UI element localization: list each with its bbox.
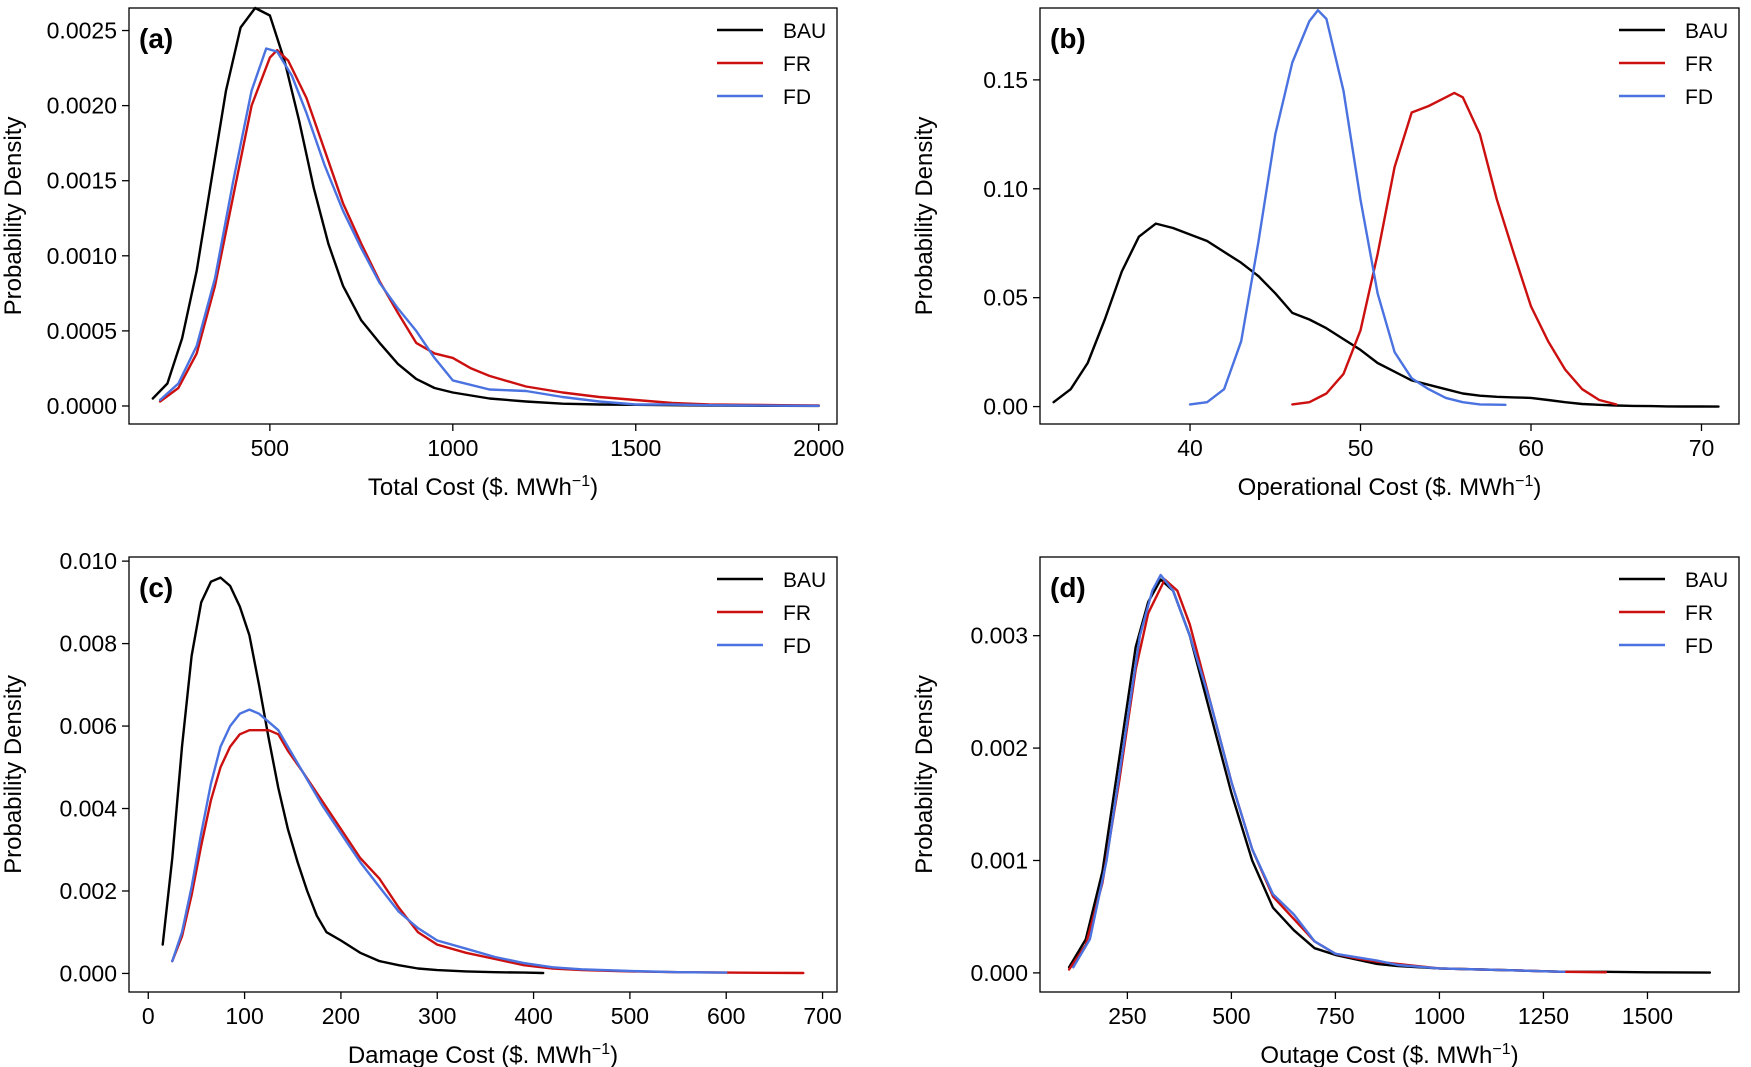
x-tick-label: 1000 — [427, 435, 478, 461]
series-line-fr — [1291, 91, 1618, 406]
y-axis-label: Probability Density — [0, 675, 27, 874]
x-tick-label: 250 — [1108, 1003, 1146, 1029]
plot-frame — [128, 7, 838, 425]
x-tick-label: 70 — [1689, 435, 1715, 461]
chart-panel-d: 250 500 750 1000 1250 1500 0.000 0.001 0.002 0.00… — [911, 556, 1740, 1067]
y-tick-label: 0.000 — [970, 960, 1028, 986]
x-axis-label: Operational Cost ($. MWh−1) — [1238, 473, 1542, 501]
y-tick-label: 0.0020 — [47, 93, 117, 119]
legend-label-fr: FR — [783, 602, 811, 625]
series-line-fr — [1067, 578, 1608, 974]
panel-label: (a) — [139, 23, 173, 54]
y-tick-label: 0.0015 — [47, 168, 117, 194]
series-line-fr — [171, 729, 805, 975]
panel-label: (d) — [1050, 572, 1086, 603]
y-tick-label: 0.0005 — [47, 318, 117, 344]
series-line-bau — [161, 576, 545, 975]
x-tick-label: 1500 — [1622, 1003, 1673, 1029]
x-tick-label: 0 — [142, 1003, 155, 1029]
series-line-bau — [1067, 578, 1712, 974]
plot-frame — [1039, 556, 1740, 993]
x-tick-label: 1500 — [610, 435, 661, 461]
x-tick-label: 700 — [803, 1003, 841, 1029]
x-tick-label: 60 — [1518, 435, 1544, 461]
legend-label-fd: FD — [1685, 86, 1713, 109]
plot-frame — [1039, 7, 1740, 425]
y-tick-label: 0.15 — [983, 67, 1028, 93]
y-tick-label: 0.004 — [59, 796, 117, 822]
y-axis-label: Probability Density — [911, 117, 938, 316]
x-tick-label: 600 — [707, 1003, 745, 1029]
y-tick-label: 0.0000 — [47, 393, 117, 419]
x-axis-label: Total Cost ($. MWh−1) — [368, 473, 598, 501]
y-tick-label: 0.00 — [983, 394, 1028, 420]
chart-panel-b: 40 50 60 70 0.00 0.05 0.10 0.15 Operational Cost… — [911, 7, 1740, 501]
series-line-bau — [1052, 222, 1720, 408]
y-tick-label: 0.10 — [983, 176, 1028, 202]
series-line-bau — [151, 6, 820, 408]
x-tick-label: 750 — [1316, 1003, 1354, 1029]
legend-label-bau: BAU — [1685, 569, 1728, 592]
x-tick-label: 500 — [1212, 1003, 1250, 1029]
y-tick-label: 0.05 — [983, 285, 1028, 311]
plot-frame — [128, 556, 838, 993]
series-line-fd — [171, 708, 728, 974]
y-axis-label: Probability Density — [911, 675, 938, 874]
legend-label-bau: BAU — [783, 569, 826, 592]
legend-label-fd: FD — [783, 86, 811, 109]
y-axis-label: Probability Density — [0, 117, 27, 316]
legend-label-fr: FR — [1685, 602, 1713, 625]
y-tick-label: 0.0025 — [47, 18, 117, 44]
y-tick-label: 0.002 — [970, 735, 1028, 761]
x-tick-label: 300 — [418, 1003, 456, 1029]
y-tick-label: 0.0010 — [47, 243, 117, 269]
series-line-fd — [1188, 9, 1507, 406]
x-tick-label: 400 — [514, 1003, 552, 1029]
y-tick-label: 0.006 — [59, 713, 117, 739]
x-tick-label: 2000 — [793, 435, 844, 461]
y-tick-label: 0.000 — [59, 960, 117, 986]
y-tick-label: 0.003 — [970, 623, 1028, 649]
y-tick-label: 0.001 — [970, 847, 1028, 873]
legend-label-fd: FD — [783, 635, 811, 658]
x-axis-label: Outage Cost ($. MWh−1) — [1260, 1041, 1518, 1067]
legend-label-fd: FD — [1685, 635, 1713, 658]
x-tick-label: 1250 — [1518, 1003, 1569, 1029]
series-line-fr — [158, 48, 820, 407]
y-tick-label: 0.010 — [59, 548, 117, 574]
x-tick-label: 40 — [1177, 435, 1203, 461]
legend-label-fr: FR — [783, 53, 811, 76]
series-line-fd — [1072, 573, 1566, 973]
chart-panel-a: 500 1000 1500 2000 0.0000 0.0005 0.0010 0.0015 0… — [0, 6, 844, 501]
x-tick-label: 1000 — [1414, 1003, 1465, 1029]
legend-label-bau: BAU — [783, 20, 826, 43]
x-tick-label: 200 — [322, 1003, 360, 1029]
panel-label: (c) — [139, 572, 173, 603]
chart-panel-c: 0 100 200 300 400 500 600 700 0.000 0.002 0.004 0.0… — [0, 548, 842, 1067]
x-tick-label: 100 — [225, 1003, 263, 1029]
x-axis-label: Damage Cost ($. MWh−1) — [348, 1041, 618, 1067]
x-tick-label: 50 — [1348, 435, 1374, 461]
legend-label-fr: FR — [1685, 53, 1713, 76]
x-tick-label: 500 — [251, 435, 289, 461]
y-tick-label: 0.008 — [59, 631, 117, 657]
panel-label: (b) — [1050, 23, 1086, 54]
x-tick-label: 500 — [611, 1003, 649, 1029]
series-line-fd — [158, 47, 820, 407]
y-tick-label: 0.002 — [59, 878, 117, 904]
legend-label-bau: BAU — [1685, 20, 1728, 43]
